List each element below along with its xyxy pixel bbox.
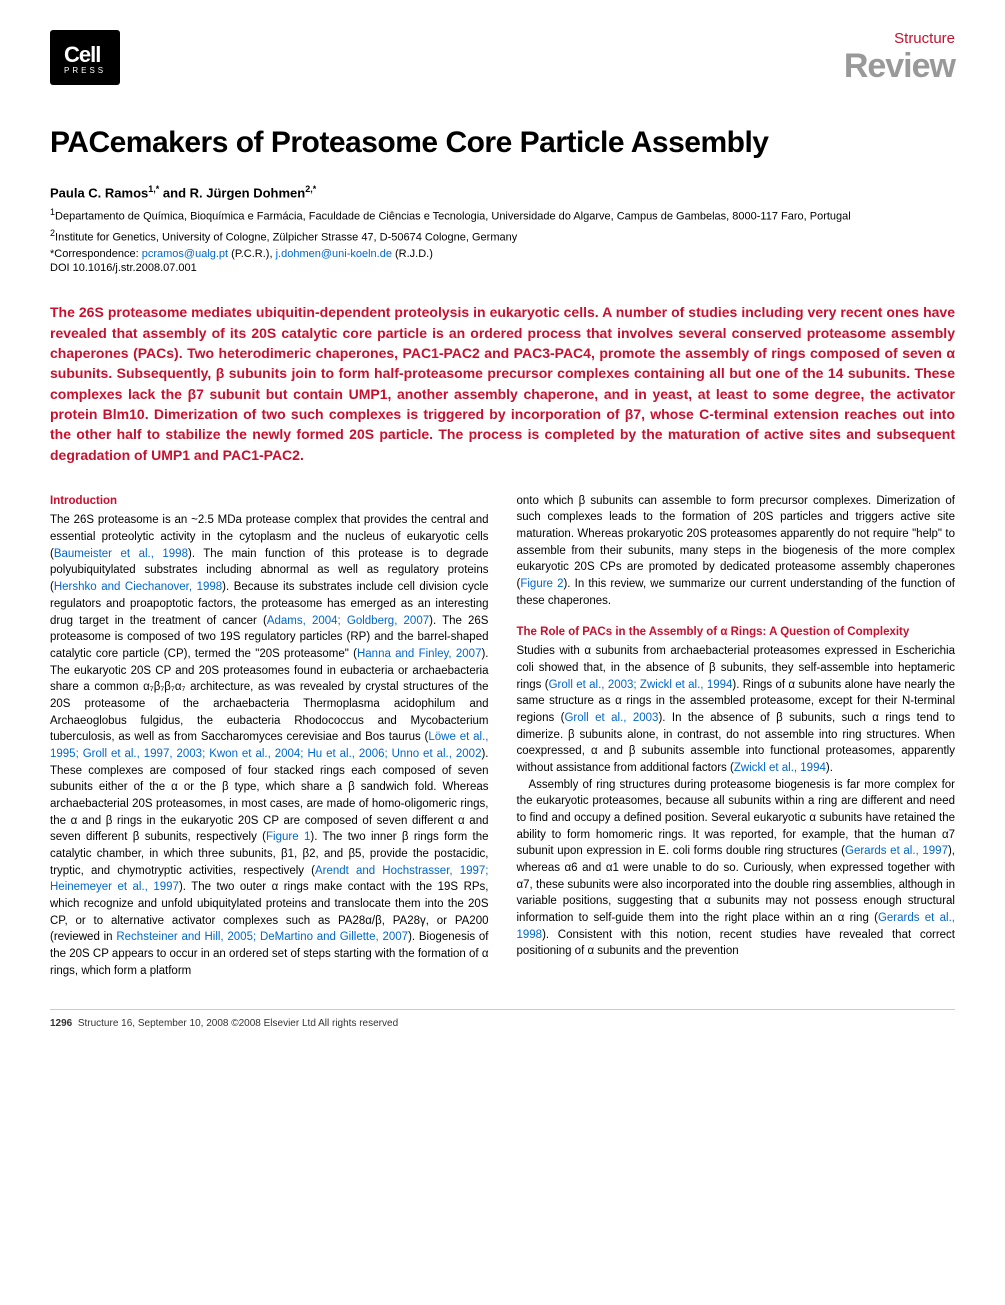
col2-para-1: onto which β subunits can assemble to fo… xyxy=(517,493,956,610)
intro-text-5: ). The eukaryotic 20S CP and 20S proteas… xyxy=(50,648,489,743)
ref-link[interactable]: Zwickl et al., 1994 xyxy=(734,762,826,774)
footer-citation-text: Structure 16, September 10, 2008 ©2008 E… xyxy=(78,1018,398,1029)
body-columns: Introduction The 26S proteasome is an ~2… xyxy=(50,493,955,979)
authors-line: Paula C. Ramos1,* and R. Jürgen Dohmen2,… xyxy=(50,184,955,200)
col2-text-1: onto which β subunits can assemble to fo… xyxy=(517,495,956,590)
corr-label: *Correspondence: xyxy=(50,248,142,260)
col2-text-1b: ). In this review, we summarize our curr… xyxy=(517,578,956,607)
journal-block: Structure Review xyxy=(844,30,955,86)
ref-link[interactable]: Groll et al., 2003; Zwickl et al., 1994 xyxy=(549,679,733,691)
article-type: Review xyxy=(844,47,955,86)
col2-text-2d: ). xyxy=(826,762,833,774)
logo-text-bottom: PRESS xyxy=(64,66,106,75)
email-link-1[interactable]: pcramos@ualg.pt xyxy=(142,248,228,260)
ref-link[interactable]: Figure 1 xyxy=(266,831,310,843)
column-right: onto which β subunits can assemble to fo… xyxy=(517,493,956,979)
author-1: Paula C. Ramos xyxy=(50,185,148,200)
spacer xyxy=(517,610,956,624)
journal-name: Structure xyxy=(844,30,955,47)
logo-text-top: Cell xyxy=(64,42,100,67)
affiliation-2: 2Institute for Genetics, University of C… xyxy=(50,227,955,246)
aff2-text: Institute for Genetics, University of Co… xyxy=(55,232,517,244)
ref-link[interactable]: Gerards et al., 1997 xyxy=(845,845,948,857)
email-link-2[interactable]: j.dohmen@uni-koeln.de xyxy=(276,248,392,260)
author-2: R. Jürgen Dohmen xyxy=(190,185,306,200)
ref-link[interactable]: Rechsteiner and Hill, 2005; DeMartino an… xyxy=(116,931,408,943)
author-sep: and xyxy=(163,185,190,200)
page-footer: 1296 Structure 16, September 10, 2008 ©2… xyxy=(50,1009,955,1029)
intro-text-6: ). These complexes are composed of four … xyxy=(50,748,489,843)
corr-rjd: (R.J.D.) xyxy=(392,248,433,260)
affiliation-1: 1Departamento de Química, Bioquímica e F… xyxy=(50,206,955,225)
ref-link[interactable]: Baumeister et al., 1998 xyxy=(54,548,188,560)
correspondence-line: *Correspondence: pcramos@ualg.pt (P.C.R.… xyxy=(50,248,955,260)
corr-pcr: (P.C.R.), xyxy=(228,248,275,260)
author-2-sup: 2,* xyxy=(305,184,316,194)
intro-heading: Introduction xyxy=(50,493,489,510)
ref-link[interactable]: Hanna and Finley, 2007 xyxy=(357,648,482,660)
col2-para-2: Studies with α subunits from archaebacte… xyxy=(517,643,956,776)
ref-link[interactable]: Adams, 2004; Goldberg, 2007 xyxy=(267,615,429,627)
page-number: 1296 xyxy=(50,1018,72,1029)
author-1-sup: 1,* xyxy=(148,184,159,194)
section2-heading: The Role of PACs in the Assembly of α Ri… xyxy=(517,624,956,641)
column-left: Introduction The 26S proteasome is an ~2… xyxy=(50,493,489,979)
ref-link[interactable]: Groll et al., 2003 xyxy=(564,712,658,724)
aff1-text: Departamento de Química, Bioquímica e Fa… xyxy=(55,211,851,223)
publisher-logo: Cell PRESS xyxy=(50,30,120,85)
abstract: The 26S proteasome mediates ubiquitin-de… xyxy=(50,302,955,464)
ref-link[interactable]: Figure 2 xyxy=(520,578,563,590)
header-bar: Cell PRESS Structure Review xyxy=(50,30,955,86)
col2-text-3c: ). Consistent with this notion, recent s… xyxy=(517,929,956,958)
article-title: PACemakers of Proteasome Core Particle A… xyxy=(50,126,955,160)
doi-line: DOI 10.1016/j.str.2008.07.001 xyxy=(50,262,955,274)
col2-para-3: Assembly of ring structures during prote… xyxy=(517,777,956,960)
ref-link[interactable]: Hershko and Ciechanover, 1998 xyxy=(54,581,222,593)
